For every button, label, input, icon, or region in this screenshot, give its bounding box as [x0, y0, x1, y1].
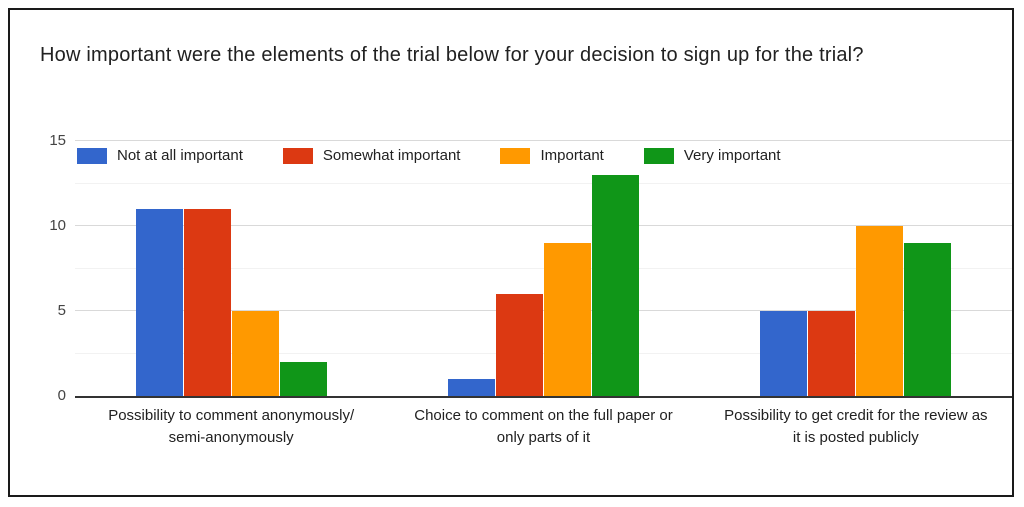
bar	[543, 243, 591, 396]
category-label: Possibility to get credit for the review…	[700, 405, 1012, 449]
category-label: Choice to comment on the full paper or on…	[387, 405, 699, 449]
y-tick-label: 15	[49, 132, 66, 149]
chart-frame: How important were the elements of the t…	[8, 8, 1014, 497]
bar	[760, 311, 808, 396]
legend-item: Important	[500, 147, 604, 164]
legend-swatch-icon	[500, 147, 531, 164]
legend-label: Somewhat important	[322, 147, 461, 164]
bar	[279, 362, 327, 396]
category-label-line: semi-anonymously	[168, 429, 294, 446]
bar	[135, 209, 183, 396]
category-label-line: Possibility to get credit for the review…	[724, 407, 988, 424]
category-label-line: Choice to comment on the full paper or	[414, 407, 673, 424]
bar-group	[700, 141, 1012, 396]
y-tick-label: 10	[49, 217, 66, 234]
legend-label: Important	[540, 147, 604, 164]
legend-item: Not at all important	[77, 147, 243, 164]
bar	[856, 226, 904, 396]
y-tick-label: 0	[57, 387, 66, 404]
bar	[495, 294, 543, 396]
chart: How important were the elements of the t…	[10, 10, 1012, 495]
legend-swatch-icon	[643, 147, 674, 164]
category-label: Possibility to comment anonymously/semi-…	[75, 405, 387, 449]
bar	[183, 209, 231, 396]
legend-swatch-icon	[282, 147, 313, 164]
legend: Not at all important Somewhat important Im…	[77, 147, 781, 164]
legend-item: Very important	[643, 147, 781, 164]
category-label-line: it is posted publicly	[792, 429, 919, 446]
bar	[904, 243, 952, 396]
category-label-line: only parts of it	[496, 429, 591, 446]
major-gridline	[75, 225, 1012, 226]
bar	[808, 311, 856, 396]
minor-gridline	[75, 267, 1012, 269]
legend-label: Not at all important	[117, 147, 243, 164]
chart-title: How important were the elements of the t…	[40, 44, 864, 66]
bar	[591, 175, 639, 396]
legend-item: Somewhat important	[282, 147, 461, 164]
plot-area	[75, 140, 1012, 398]
minor-gridline	[75, 352, 1012, 354]
major-gridline	[75, 310, 1012, 311]
legend-label: Very important	[683, 147, 781, 164]
bar	[447, 379, 495, 396]
category-label-line: Possibility to comment anonymously/	[108, 407, 355, 424]
bar	[231, 311, 279, 396]
minor-gridline	[75, 182, 1012, 184]
major-gridline	[75, 140, 1012, 141]
bar-group	[75, 141, 387, 396]
legend-swatch-icon	[77, 147, 107, 164]
bar-group	[387, 141, 699, 396]
y-tick-label: 5	[57, 302, 66, 319]
